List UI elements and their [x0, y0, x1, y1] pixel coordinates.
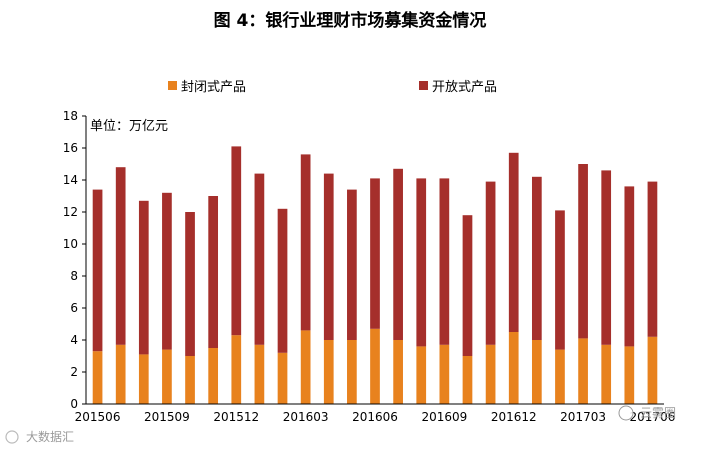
watermark-right: 云雾圈 [618, 405, 676, 421]
y-tick-label: 8 [70, 269, 78, 283]
y-tick-label: 0 [70, 397, 78, 411]
y-tick-label: 18 [63, 109, 78, 123]
legend-swatch-closed [168, 81, 177, 90]
bar-open [578, 164, 588, 339]
bar-closed [393, 340, 403, 404]
y-tick-label: 2 [70, 365, 78, 379]
bar-open [138, 200, 149, 355]
bar-open [115, 167, 126, 345]
bar-closed [485, 344, 496, 404]
bar-closed [208, 348, 219, 404]
bar-closed [138, 354, 149, 404]
watermark-logo-icon [5, 430, 19, 444]
bar-open [347, 189, 357, 340]
bar-closed [416, 346, 427, 404]
bar-closed [578, 338, 588, 404]
bar-open [162, 192, 172, 350]
bar-closed [370, 328, 380, 404]
bar-closed [601, 344, 612, 404]
x-axis: 201506 201509 201512 201603 201606 201609 2016… [75, 403, 676, 424]
bar-closed [277, 352, 288, 404]
bar-closed [531, 340, 542, 404]
bar-open [323, 173, 334, 340]
bar-open [277, 208, 288, 353]
bar-open [92, 189, 103, 352]
bar-open [601, 170, 612, 345]
legend: 封闭式产品 开放式产品 [168, 80, 497, 95]
bar-closed [624, 346, 635, 404]
x-tick-label: 201612 [491, 410, 537, 424]
x-tick-label: 201506 [75, 410, 121, 424]
bar-open [531, 176, 542, 340]
legend-label-open: 开放式产品 [432, 80, 497, 95]
x-tick-label: 201606 [352, 410, 398, 424]
bar-open [439, 178, 450, 345]
bar-closed [185, 356, 195, 404]
bar-open [555, 210, 565, 350]
y-tick-label: 12 [63, 205, 78, 219]
bar-closed [115, 344, 126, 404]
bar-open [462, 215, 473, 356]
bar-open [393, 168, 403, 340]
watermark-left-text: 大数据汇 [26, 429, 74, 444]
bar-closed [231, 335, 242, 404]
watermark-wechat-icon [618, 405, 634, 421]
bar-open [485, 181, 496, 345]
legend-swatch-open [419, 81, 428, 90]
bar-open [416, 178, 427, 347]
x-tick-label: 201509 [144, 410, 190, 424]
y-axis: 0 2 4 6 8 10 12 14 16 18 [63, 109, 87, 411]
bars [92, 146, 658, 404]
x-tick-label: 201512 [213, 410, 259, 424]
y-tick-label: 14 [63, 173, 78, 187]
bar-open [370, 178, 380, 329]
bar-open [647, 181, 658, 337]
bar-closed [555, 349, 565, 404]
bar-closed [439, 344, 450, 404]
bar-open [208, 196, 219, 348]
bar-closed [323, 340, 334, 404]
x-tick-label: 201703 [560, 410, 606, 424]
y-tick-label: 16 [63, 141, 78, 155]
y-tick-label: 6 [70, 301, 78, 315]
watermark-right-text: 云雾圈 [640, 406, 676, 420]
bar-closed [162, 349, 172, 404]
unit-label: 单位：万亿元 [90, 119, 168, 134]
bar-closed [647, 336, 658, 404]
y-tick-label: 4 [70, 333, 78, 347]
bar-closed [462, 356, 473, 404]
bar-open [231, 146, 242, 336]
bar-open [624, 186, 635, 347]
bar-open [254, 173, 265, 345]
bar-open [185, 212, 195, 356]
bar-closed [92, 351, 103, 404]
bar-closed [254, 344, 265, 404]
x-tick-label: 201603 [283, 410, 329, 424]
chart-title: 图 4：银行业理财市场募集资金情况 [214, 10, 487, 31]
bar-closed [508, 332, 519, 404]
bar-open [508, 152, 519, 332]
watermark-left: 大数据汇 [5, 429, 74, 444]
x-tick-label: 201609 [421, 410, 467, 424]
bar-open [300, 154, 311, 331]
x-tick-label: 201706 [630, 410, 676, 424]
legend-label-closed: 封闭式产品 [181, 80, 246, 95]
bar-closed [300, 330, 311, 404]
bar-closed [347, 340, 357, 404]
y-tick-label: 10 [63, 237, 78, 251]
